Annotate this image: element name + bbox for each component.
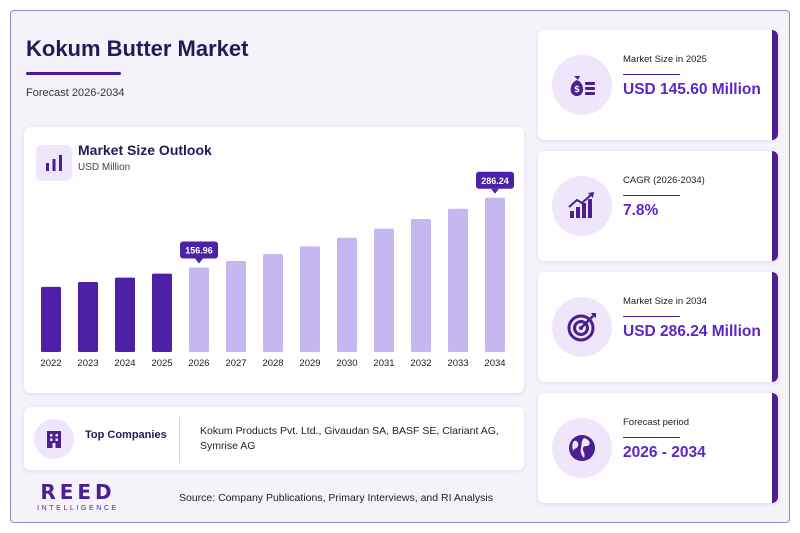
bar-2033 [448, 208, 468, 352]
target-icon [552, 297, 612, 357]
bar-2022 [41, 286, 61, 352]
logo-brand: REED [40, 480, 116, 504]
data-label-2034: 286.24 [476, 171, 514, 194]
top-companies-label: Top Companies [85, 429, 167, 441]
reed-intelligence-logo: REED INTELLIGENCE [28, 482, 128, 512]
bar-2031 [374, 228, 394, 352]
data-label-2026: 156.96 [180, 241, 218, 264]
x-tick-label: 2032 [410, 358, 431, 369]
stat-label: Market Size in 2025 [623, 54, 707, 65]
x-tick-label: 2025 [151, 358, 172, 369]
stat-rule [623, 74, 680, 75]
bar-2028 [263, 253, 283, 352]
x-tick-label: 2030 [336, 358, 357, 369]
stat-rule [623, 316, 680, 317]
page-title: Kokum Butter Market [26, 36, 249, 61]
stat-value: USD 145.60 Million [623, 81, 761, 98]
stat-label: Forecast period [623, 417, 690, 428]
svg-text:286.24: 286.24 [481, 176, 509, 186]
stat-value: 2026 - 2034 [623, 444, 706, 461]
logo-subtitle: INTELLIGENCE [37, 505, 119, 512]
x-tick-label: 2033 [447, 358, 468, 369]
top-companies-card: Top Companies Kokum Products Pvt. Ltd., … [24, 407, 524, 470]
building-icon [34, 419, 74, 459]
chart-title: Market Size Outlook [78, 142, 212, 158]
stat-value: USD 286.24 Million [623, 323, 761, 340]
bar-2026 [189, 267, 209, 352]
bar-chart: 2022 2023 2024 2025 2026 156.96 2027 2028 2029 20… [40, 171, 514, 369]
stat-rule [623, 437, 680, 438]
bar-2023 [78, 281, 98, 352]
chart-unit: USD Million [78, 162, 131, 173]
stat-card-cagr: CAGR (2026-2034) 7.8% [538, 151, 778, 261]
x-tick-label: 2031 [373, 358, 394, 369]
money-bag-icon: $ [552, 55, 612, 115]
title-underline [26, 72, 121, 75]
bar-2024 [115, 277, 135, 352]
x-tick-label: 2023 [77, 358, 98, 369]
bar-2029 [300, 246, 320, 352]
stat-card-market-size-2025: $ Market Size in 2025 USD 145.60 Million [538, 30, 778, 140]
source-note: Source: Company Publications, Primary In… [179, 492, 493, 504]
x-tick-label: 2026 [188, 358, 209, 369]
stat-card-market-size-2034: Market Size in 2034 USD 286.24 Million [538, 272, 778, 382]
growth-chart-icon [552, 176, 612, 236]
x-tick-label: 2028 [262, 358, 283, 369]
bar-2025 [152, 273, 172, 352]
stat-label: Market Size in 2034 [623, 296, 707, 307]
stat-card-forecast-period: Forecast period 2026 - 2034 [538, 393, 778, 503]
x-tick-label: 2024 [114, 358, 135, 369]
bar-2027 [226, 260, 246, 352]
bar-chart-icon [36, 145, 72, 181]
svg-text:$: $ [574, 85, 580, 95]
x-tick-label: 2034 [484, 358, 505, 369]
svg-text:156.96: 156.96 [185, 245, 213, 255]
market-size-chart-card: Market Size Outlook USD Million 2022 2023… [24, 127, 524, 393]
top-companies-list: Kokum Products Pvt. Ltd., Givaudan SA, B… [200, 425, 499, 452]
bar-2034 [485, 197, 505, 352]
bar-2032 [411, 218, 431, 352]
stat-rule [623, 195, 680, 196]
x-tick-label: 2022 [40, 358, 61, 369]
stat-value: 7.8% [623, 202, 659, 219]
x-tick-label: 2027 [225, 358, 246, 369]
divider [179, 417, 180, 463]
x-tick-label: 2029 [299, 358, 320, 369]
stat-label: CAGR (2026-2034) [623, 175, 705, 186]
bar-2030 [337, 237, 357, 352]
globe-icon [552, 418, 612, 478]
page-subtitle: Forecast 2026-2034 [26, 87, 125, 99]
